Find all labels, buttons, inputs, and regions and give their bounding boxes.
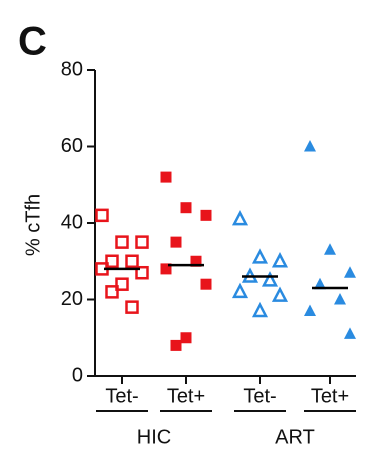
data-point: [344, 266, 356, 278]
y-tick-label: 80: [61, 58, 83, 80]
data-point: [135, 235, 149, 249]
y-tick-label: 20: [61, 288, 83, 310]
data-point: [231, 282, 249, 299]
data-point: [135, 265, 149, 280]
data-point: [180, 202, 192, 214]
data-point: [261, 271, 279, 287]
group-label: HIC: [137, 426, 171, 448]
x-tick-label: Tet-: [105, 385, 138, 407]
data-point: [115, 235, 129, 249]
data-point: [105, 285, 119, 299]
data-point: [190, 255, 202, 267]
data-point: [105, 254, 119, 268]
y-tick-label: 60: [61, 135, 83, 157]
data-point: [271, 252, 289, 268]
data-point: [200, 209, 212, 221]
panel-label: C: [18, 20, 47, 64]
data-point: [344, 327, 356, 339]
data-point: [115, 277, 129, 291]
data-point: [271, 286, 289, 302]
data-point: [125, 300, 139, 314]
data-point: [304, 140, 316, 152]
data-point: [231, 209, 249, 226]
data-point: [200, 278, 212, 290]
x-tick-label: Tet+: [167, 385, 205, 407]
group-label: ART: [275, 426, 315, 448]
data-point: [314, 277, 326, 290]
y-tick-label: 0: [72, 364, 83, 386]
data-point: [324, 243, 336, 255]
x-tick-label: Tet-: [243, 385, 276, 407]
x-tick-label: Tet+: [311, 385, 349, 407]
data-point: [251, 248, 269, 264]
data-point: [170, 339, 182, 351]
data-point: [160, 263, 172, 275]
data-point: [251, 301, 269, 318]
data-point: [95, 208, 109, 223]
data-point: [180, 332, 192, 344]
data-point: [334, 293, 346, 305]
y-axis-label: % cTfh: [22, 194, 44, 256]
data-point: [304, 304, 316, 316]
y-tick-label: 40: [61, 211, 83, 233]
data-point: [170, 236, 182, 248]
data-point: [160, 171, 172, 183]
data-point: [125, 254, 139, 268]
